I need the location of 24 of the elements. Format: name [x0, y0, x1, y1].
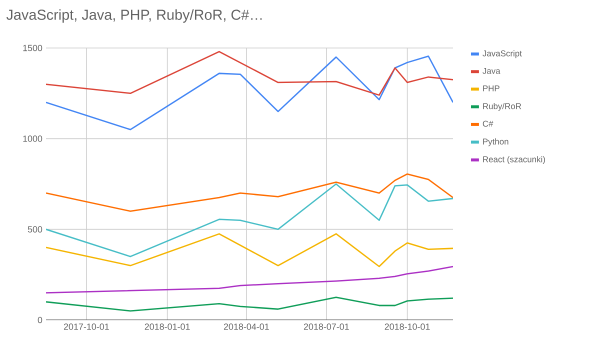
legend-label: Ruby/RoR	[483, 102, 522, 111]
y-tick-label: 500	[28, 226, 42, 233]
line-series	[46, 296, 454, 312]
y-tick-label: 1500	[23, 44, 42, 52]
legend-label: C#	[482, 120, 494, 127]
chart-title: JavaScript, Java, PHP, Ruby/RoR, C#…	[6, 9, 262, 23]
y-tick-label: 1000	[23, 135, 42, 142]
legend-label: JavaScript	[482, 50, 522, 58]
x-tick-label: 2018-01-01	[144, 324, 190, 330]
legend-label: PHP	[483, 85, 500, 92]
line-series	[46, 173, 454, 212]
line-series	[46, 233, 454, 268]
x-tick-label: 2018-04-01	[224, 324, 269, 330]
legend-label: React (szacunki)	[483, 156, 545, 164]
legend-label: Java	[482, 68, 500, 74]
x-tick-label: 2018-10-01	[384, 324, 430, 330]
line-series	[46, 266, 454, 294]
line-series	[46, 50, 454, 96]
x-tick-label: 2018-07-01	[304, 324, 349, 330]
line-series	[46, 55, 454, 130]
line-series	[46, 183, 454, 258]
x-tick-label: 2017-10-01	[64, 324, 109, 330]
y-tick-label: 0	[38, 316, 42, 324]
legend-label: Python	[483, 138, 508, 146]
